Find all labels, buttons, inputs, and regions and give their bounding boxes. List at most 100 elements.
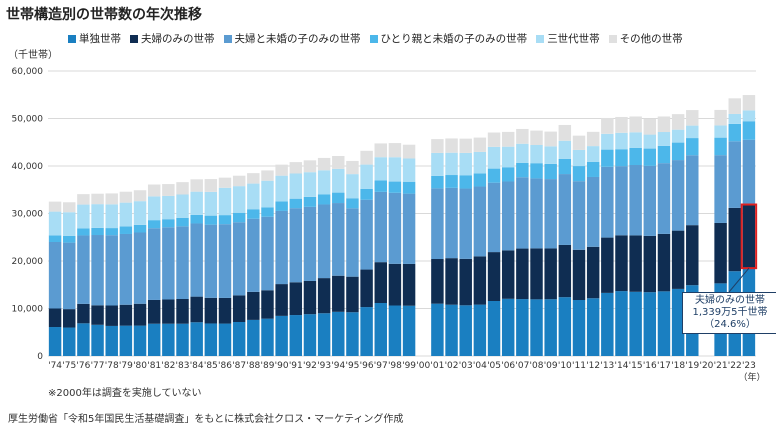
bar-segment <box>48 235 62 242</box>
x-tick-label: '09 <box>544 361 558 371</box>
bar-segment <box>445 138 458 153</box>
x-axis-label: （年） <box>738 371 765 383</box>
x-tick-label: '88 <box>246 361 260 371</box>
bar-segment <box>147 184 161 197</box>
bar-segment <box>190 296 203 323</box>
bar-segment <box>346 198 359 209</box>
x-tick-label: '02 <box>445 361 459 371</box>
bar-segment <box>487 252 501 301</box>
bar-segment <box>190 179 203 192</box>
bar-segment <box>317 170 331 195</box>
legend-label: その他の世帯 <box>619 33 683 45</box>
bar-segment <box>317 204 331 279</box>
bar-segment <box>643 165 657 236</box>
bar-segment <box>133 201 147 225</box>
bar-segment <box>133 190 147 202</box>
bar-segment <box>147 323 161 356</box>
bar-segment <box>544 163 557 180</box>
bar-segment <box>218 215 232 225</box>
footnote: ※2000年は調査を実施していない <box>48 388 202 399</box>
bar-segment <box>289 282 303 316</box>
bar-segment <box>459 188 472 259</box>
bar-segment <box>63 309 76 328</box>
bar-segment <box>48 308 62 328</box>
bar-segment <box>629 291 642 356</box>
bar-segment <box>728 123 741 142</box>
x-tick-label: '13 <box>600 361 614 371</box>
x-tick-label: '77 <box>91 361 105 371</box>
callout-leader <box>728 267 750 293</box>
x-tick-label: '95 <box>345 361 359 371</box>
x-tick-label: '98 <box>388 361 402 371</box>
x-tick-label: '89 <box>261 361 275 371</box>
bar-segment <box>657 132 671 146</box>
bar-segment <box>374 143 387 158</box>
bar-segment <box>374 262 387 304</box>
bar-segment <box>487 300 501 356</box>
legend-label: ひとり親と未婚の子のみの世帯 <box>380 33 528 45</box>
legend-swatch <box>130 34 138 43</box>
x-tick-label: '12 <box>586 361 600 371</box>
bar-segment <box>190 191 203 215</box>
bar-segment <box>63 242 76 310</box>
bar-segment <box>232 186 246 213</box>
y-tick-label: 0 <box>37 352 43 362</box>
bar-segment <box>91 193 104 205</box>
bar-segment <box>119 191 133 203</box>
bar-segment <box>360 307 373 356</box>
bar-segment <box>572 149 586 167</box>
bar-segment <box>105 235 118 306</box>
bar-segment <box>643 118 657 135</box>
bar-segment <box>615 291 628 356</box>
bar-segment <box>218 323 232 356</box>
x-tick-label: '85 <box>204 361 218 371</box>
callout-line-3: （24.6%） <box>704 319 756 330</box>
bar-segment <box>176 217 189 227</box>
bar-segment <box>374 180 387 192</box>
bar-segment <box>742 204 756 269</box>
bar-segment <box>317 313 331 356</box>
x-tick-label: '79 <box>119 361 133 371</box>
bar-segment <box>261 318 274 356</box>
bar-segment <box>176 323 189 356</box>
bar-segment <box>445 304 458 356</box>
bar-segment <box>176 182 189 195</box>
y-tick-label: 40,000 <box>12 162 44 172</box>
x-tick-label: '06 <box>501 361 515 371</box>
bar-segment <box>501 250 515 299</box>
bar-segment <box>558 244 572 298</box>
x-tick-label: '22 <box>728 361 742 371</box>
bar-segment <box>63 235 76 243</box>
bar-segment <box>445 152 458 176</box>
bar-segment <box>431 303 444 356</box>
bar-segment <box>657 163 671 234</box>
bar-segment <box>459 152 472 176</box>
bar-segment <box>586 161 600 177</box>
bar-segment <box>119 233 133 305</box>
x-tick-label: '16 <box>643 361 657 371</box>
bar-segment <box>530 144 543 164</box>
x-tick-label: '07 <box>515 361 529 371</box>
bar-segment <box>558 158 572 175</box>
bar-segment <box>501 298 515 356</box>
bar-segment <box>48 327 62 356</box>
bar-segment <box>402 263 416 306</box>
bar-segment <box>133 224 147 233</box>
bar-segment <box>686 110 699 126</box>
bar-segment <box>303 314 317 356</box>
legend-swatch <box>536 34 545 43</box>
bar-segment <box>133 303 147 326</box>
legend-item-0: 単独世帯 <box>68 31 121 46</box>
bar-segment <box>332 156 345 169</box>
y-tick-label: 20,000 <box>12 257 44 267</box>
bar-segment <box>190 223 203 297</box>
bar-segment <box>558 140 572 159</box>
bar-segment <box>657 233 671 292</box>
bar-segment <box>360 150 373 165</box>
x-tick-label: '84 <box>190 361 204 371</box>
bar-segment <box>459 138 472 153</box>
legend-label: 三世代世帯 <box>547 33 600 45</box>
bar-segment <box>346 208 359 277</box>
x-tick-label: '97 <box>374 361 388 371</box>
